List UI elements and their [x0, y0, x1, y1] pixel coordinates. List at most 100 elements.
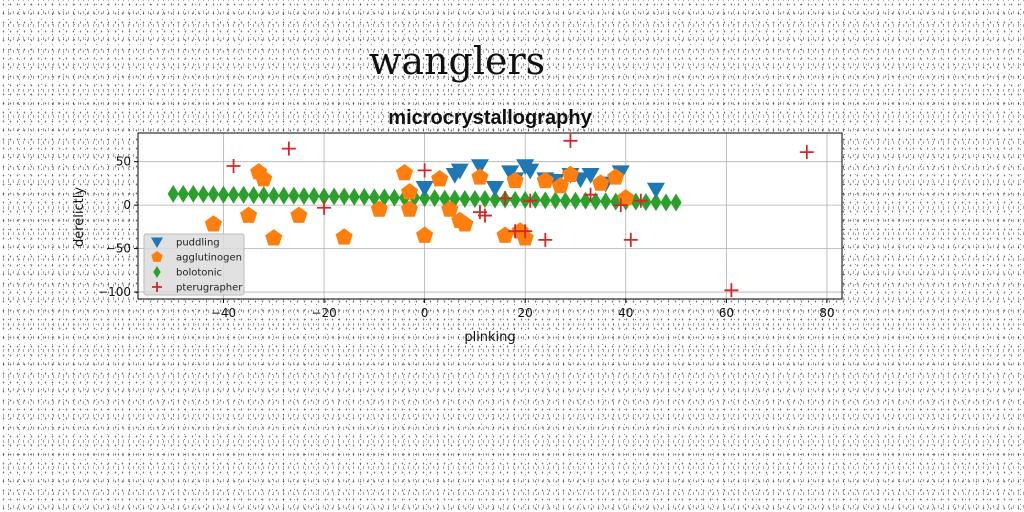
data-point [167, 184, 179, 203]
data-point [177, 184, 189, 203]
data-point [670, 193, 682, 212]
axis-ticks: −40 −20 0 20 40 60 80 50 0 −50 −100 [98, 155, 835, 320]
legend-label: pterugrapher [176, 283, 243, 294]
data-point [388, 188, 401, 207]
data-point [358, 187, 370, 206]
data-point [607, 168, 625, 185]
data-point [227, 185, 240, 204]
data-point [268, 186, 280, 205]
y-axis-label: derelictly [72, 187, 87, 247]
data-point [583, 187, 598, 202]
data-point [265, 229, 283, 246]
data-point [633, 193, 648, 208]
data-point [258, 186, 270, 205]
data-point [431, 170, 449, 187]
data-point [328, 187, 340, 206]
data-point [308, 187, 320, 206]
data-point [581, 167, 600, 184]
data-point [489, 190, 501, 209]
data-point [486, 181, 505, 197]
data-point [563, 133, 578, 148]
data-point [600, 192, 612, 211]
data-point [590, 192, 602, 211]
data-point [281, 141, 296, 156]
legend-label: puddling [176, 238, 220, 249]
data-point [419, 189, 431, 208]
y-tick-label: −50 [106, 242, 131, 256]
data-point [417, 163, 432, 178]
data-point [551, 177, 569, 194]
data-point [592, 174, 610, 191]
plot-area: −40 −20 0 20 40 60 80 50 0 −50 −100 [98, 132, 843, 320]
data-point [506, 171, 524, 189]
data-point [278, 186, 290, 205]
data-point [646, 182, 665, 199]
data-point [469, 190, 481, 209]
data-point [456, 215, 474, 232]
data-point [650, 193, 662, 212]
data-point [459, 190, 471, 209]
data-point [187, 184, 199, 203]
data-point [538, 232, 553, 247]
data-point [298, 187, 310, 206]
data-point [477, 208, 492, 223]
data-point [240, 206, 258, 223]
data-point [400, 183, 419, 200]
legend-marker-bolotonic [153, 266, 161, 278]
series-agglutinogen [204, 163, 635, 246]
data-point [288, 186, 300, 205]
x-tick-label: −40 [211, 306, 236, 320]
y-tick-label: 0 [123, 198, 131, 212]
data-point [317, 200, 332, 215]
data-point [348, 187, 360, 206]
data-point [521, 163, 540, 180]
x-tick-label: −20 [311, 306, 336, 320]
x-tick-label: 40 [618, 306, 633, 320]
data-point [248, 186, 260, 205]
legend-label: bolotonic [176, 268, 222, 279]
data-point [450, 163, 469, 180]
data-point [370, 200, 388, 217]
x-tick-label: 80 [819, 306, 834, 320]
data-point [518, 224, 533, 239]
data-point [429, 189, 441, 208]
x-axis-label: plinking [464, 330, 515, 345]
data-point [498, 191, 513, 206]
data-point [368, 188, 380, 207]
data-point [238, 185, 250, 204]
data-point [400, 200, 419, 217]
y-tick-label: 50 [116, 155, 131, 169]
data-point [539, 191, 551, 210]
legend-box [143, 233, 245, 296]
x-tick-label: 60 [719, 306, 734, 320]
x-tick-label: 0 [421, 306, 429, 320]
data-point [415, 181, 434, 197]
data-point [509, 190, 521, 209]
data-point [441, 200, 459, 217]
data-point [217, 185, 230, 204]
data-point [559, 191, 572, 210]
data-point [318, 187, 330, 206]
data-point [470, 159, 489, 176]
legend-marker-puddling [151, 237, 163, 248]
figure-suptitle: wanglers [369, 39, 545, 83]
data-points [167, 133, 814, 298]
data-point [416, 226, 434, 243]
series-pterugrapher [226, 133, 814, 298]
legend-marker-agglutinogen [151, 251, 163, 262]
data-point [536, 171, 554, 189]
x-tick-label: 20 [518, 306, 533, 320]
legend-marker-pterugrapher [152, 282, 162, 292]
data-point [255, 170, 273, 187]
data-point [579, 191, 592, 210]
data-point [523, 193, 538, 208]
data-point [335, 228, 353, 245]
data-point [561, 165, 580, 182]
legend: puddling agglutinogen bolotonic pterugraphe… [143, 233, 245, 296]
data-point [395, 163, 414, 181]
y-tick-label: −100 [98, 285, 131, 299]
data-point [471, 168, 489, 185]
legend-label: agglutinogen [176, 253, 242, 264]
data-point [613, 198, 628, 213]
data-point [207, 185, 220, 204]
